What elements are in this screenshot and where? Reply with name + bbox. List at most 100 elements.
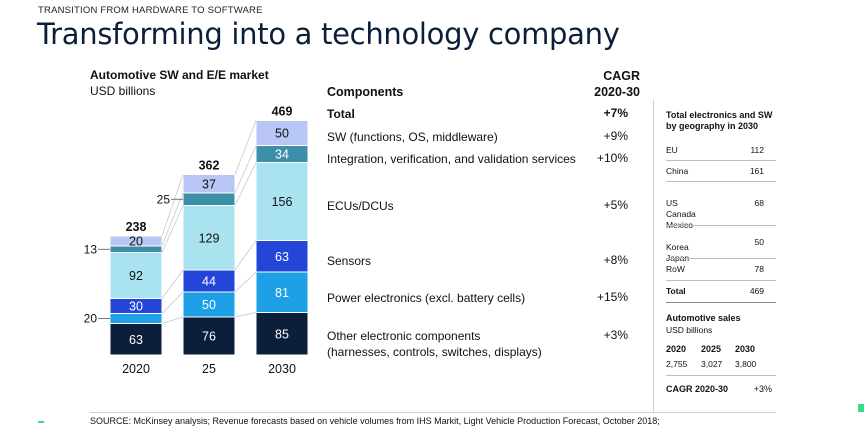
- data-label: 63: [275, 250, 289, 264]
- footer-divider: [90, 412, 776, 413]
- bar-segment-ecus: [182, 205, 236, 271]
- cagr-header-line1: CAGR: [603, 69, 640, 83]
- component-cagr-power: +15%: [596, 290, 628, 304]
- component-label-integration: Integration, verification, and validatio…: [327, 152, 576, 166]
- source-note: SOURCE: McKinsey analysis; Revenue forec…: [90, 416, 660, 426]
- data-label: 81: [275, 286, 289, 300]
- component-cagr-integration: +10%: [596, 151, 628, 165]
- component-label-ecus: ECUs/DCUs: [327, 199, 394, 213]
- total-label: 469: [272, 105, 293, 119]
- bar-segment-sw: [182, 174, 236, 194]
- section-supertitle: TRANSITION FROM HARDWARE TO SOFTWARE: [38, 5, 263, 16]
- data-label: 156: [272, 195, 293, 209]
- geo-total-label: Total: [666, 286, 686, 296]
- data-label: 85: [275, 327, 289, 341]
- connector-line: [161, 291, 184, 314]
- outside-data-label: 25: [157, 192, 171, 206]
- total-label: 362: [199, 159, 220, 173]
- chart-title: Automotive SW and E/E market: [90, 68, 269, 82]
- component-label-sensors: Sensors: [327, 254, 372, 268]
- data-label: 63: [129, 333, 143, 347]
- component-label-sw: SW (functions, OS, middleware): [327, 130, 498, 144]
- data-label: 50: [202, 298, 216, 312]
- component-cagr-sw: +9%: [603, 129, 628, 143]
- data-label: 129: [199, 231, 220, 245]
- connector-line: [234, 145, 257, 194]
- component-label-other-line1: Other electronic components: [327, 329, 481, 343]
- geography-panel: [653, 100, 776, 412]
- sales-title: Automotive sales: [666, 313, 741, 323]
- bar-segment-integration: [182, 192, 236, 206]
- cagr-header: CAGR 2020-30: [580, 68, 640, 100]
- data-label: 20: [129, 235, 143, 249]
- connector-line: [234, 312, 257, 318]
- divider: [666, 302, 776, 303]
- outside-data-label: 20: [84, 312, 98, 326]
- component-cagr-sensors: +8%: [603, 253, 628, 267]
- bar-segment-sw: [109, 235, 163, 247]
- components-header: Components: [327, 85, 404, 99]
- component-label-total: Total: [327, 107, 355, 121]
- geo-value: 112: [750, 145, 764, 155]
- geo-value: 78: [754, 264, 764, 274]
- bar-segment-power: [182, 291, 236, 318]
- geography-title: Total electronics and SW by geography in…: [666, 110, 773, 131]
- geo-label: RoW: [666, 264, 685, 274]
- sales-year: 2030: [735, 344, 756, 354]
- geo-label: EU: [666, 145, 678, 155]
- data-label: 50: [275, 127, 289, 141]
- connector-line: [161, 269, 184, 299]
- outside-data-label: 13: [84, 242, 98, 256]
- data-label: 76: [202, 330, 216, 344]
- divider: [666, 280, 776, 281]
- connector-line: [234, 240, 257, 271]
- chart-unit: USD billions: [90, 84, 156, 98]
- page-title: Transforming into a technology company: [37, 17, 620, 51]
- geo-label: Korea Japan: [666, 242, 690, 263]
- x-tick-label: 2020: [122, 362, 150, 376]
- sales-value: 3,027: [701, 359, 723, 369]
- geo-row-total: Total 469: [666, 286, 764, 297]
- x-tick-label: 25: [202, 362, 216, 376]
- sales-year: 2020: [666, 344, 687, 354]
- bar-segment-other: [109, 323, 163, 356]
- data-label: 44: [202, 275, 216, 289]
- geo-value: 50: [754, 237, 764, 247]
- component-cagr-total: +7%: [603, 106, 628, 120]
- component-label-other: Other electronic components (harnesses, …: [327, 328, 542, 360]
- connector-line: [161, 205, 184, 253]
- bar-segment-other: [182, 316, 236, 356]
- sales-year: 2025: [701, 344, 722, 354]
- data-label: 92: [129, 269, 143, 283]
- connector-line: [234, 120, 257, 175]
- connector-line: [161, 174, 184, 237]
- divider: [666, 258, 776, 259]
- cagr-header-line2: 2020-30: [594, 85, 640, 99]
- data-label: 30: [129, 300, 143, 314]
- connector-line: [161, 316, 184, 324]
- accent-mark-right: [858, 404, 864, 412]
- bar-segment-sensors: [255, 240, 309, 273]
- bar-segment-ecus: [255, 162, 309, 241]
- geo-row-row: RoW 78: [666, 264, 764, 275]
- geo-total-value: 469: [749, 286, 764, 296]
- divider: [666, 160, 776, 161]
- data-label: 34: [275, 148, 289, 162]
- accent-mark-left: [38, 421, 44, 423]
- geo-value: 68: [754, 198, 764, 208]
- divider: [666, 181, 776, 182]
- bar-segment-power: [109, 313, 163, 324]
- total-label: 238: [126, 220, 147, 234]
- geo-row-eu: EU 112: [666, 145, 764, 156]
- geo-row-china: China 161: [666, 166, 764, 177]
- component-label-other-line2: (harnesses, controls, switches, displays…: [327, 345, 542, 359]
- sales-cagr-label: CAGR 2020-30: [666, 384, 729, 394]
- data-label: 37: [202, 177, 216, 191]
- bar-segment-sw: [255, 120, 309, 146]
- bar-segment-power: [255, 271, 309, 313]
- divider: [666, 375, 776, 376]
- sales-cagr-value: +3%: [753, 384, 772, 394]
- geo-label: China: [666, 166, 689, 176]
- x-tick-label: 2030: [268, 362, 296, 376]
